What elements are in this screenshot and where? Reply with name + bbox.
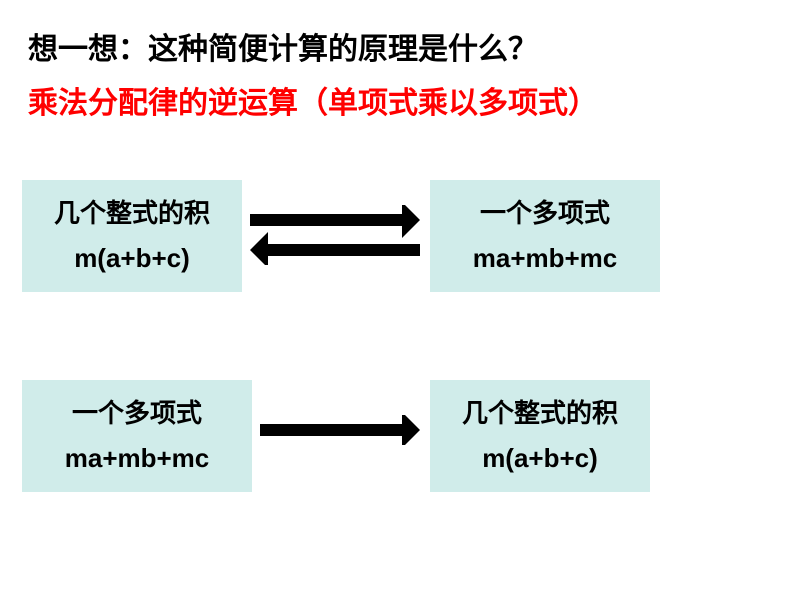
- row2-left-box: 一个多项式 ma+mb+mc: [22, 380, 252, 492]
- heading-question-text: 想一想：这种简便计算的原理是什么？: [28, 33, 538, 66]
- row2-right-arrow: [260, 415, 420, 445]
- heading-answer-text: 乘法分配律的逆运算（单项式乘以多项式）: [28, 87, 598, 120]
- row2-left-label: 一个多项式: [38, 392, 236, 436]
- row1-double-arrow: [250, 205, 420, 265]
- heading-question: 想一想：这种简便计算的原理是什么？: [28, 24, 538, 68]
- right-arrow-icon: [260, 415, 420, 445]
- row1-left-math: m(a+b+c): [38, 236, 226, 280]
- row2-right-label: 几个整式的积: [446, 392, 634, 436]
- row2-left-math: ma+mb+mc: [38, 436, 236, 480]
- heading-answer: 乘法分配律的逆运算（单项式乘以多项式）: [28, 78, 598, 122]
- row1-left-box: 几个整式的积 m(a+b+c): [22, 180, 242, 292]
- row1-left-label: 几个整式的积: [38, 192, 226, 236]
- row2-right-box: 几个整式的积 m(a+b+c): [430, 380, 650, 492]
- row1-right-box: 一个多项式 ma+mb+mc: [430, 180, 660, 292]
- row2-right-math: m(a+b+c): [446, 436, 634, 480]
- double-arrow-icon: [250, 205, 420, 265]
- row1-right-math: ma+mb+mc: [446, 236, 644, 280]
- row1-right-label: 一个多项式: [446, 192, 644, 236]
